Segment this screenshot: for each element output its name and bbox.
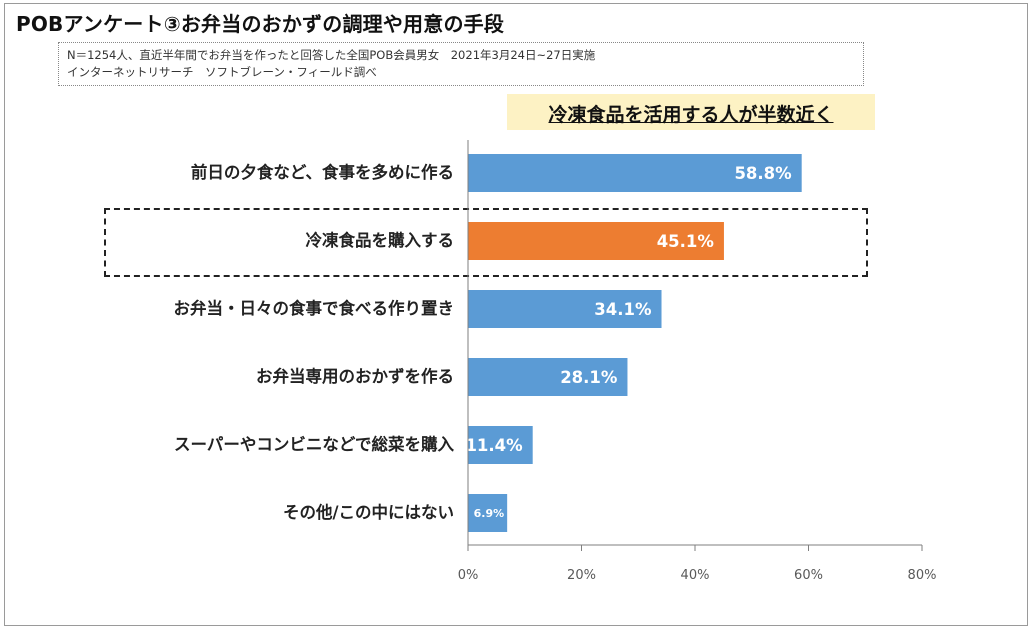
callout-banner: 冷凍食品を活用する人が半数近く — [507, 94, 875, 130]
survey-note-line-2: インターネットリサーチ ソフトブレーン・フィールド調べ — [67, 65, 377, 79]
bar — [468, 290, 662, 328]
x-tick-label: 0% — [458, 568, 479, 583]
bar-value-label: 11.4% — [465, 436, 523, 455]
category-label: 冷凍食品を購入する — [305, 231, 455, 250]
callout-text: 冷凍食品を活用する人が半数近く — [548, 104, 834, 126]
bar-value-label: 6.9% — [474, 507, 505, 520]
bar — [468, 494, 508, 532]
survey-note: N＝1254人、直近半年間でお弁当を作ったと回答した全国POB会員男女 2021… — [58, 42, 864, 86]
category-label: スーパーやコンビニなどで総菜を購入 — [173, 435, 454, 454]
bar — [468, 426, 533, 464]
x-tick-label: 80% — [908, 568, 937, 583]
category-label: お弁当・日々の食事で食べる作り置き — [173, 299, 455, 318]
bar-value-label: 45.1% — [657, 232, 715, 251]
bar — [468, 154, 802, 192]
x-tick-label: 20% — [567, 568, 596, 583]
highlight-box — [104, 208, 868, 277]
category-label: その他/この中にはない — [282, 503, 454, 522]
category-label: 前日の夕食など、食事を多めに作る — [190, 163, 454, 182]
bar-value-label: 58.8% — [734, 164, 792, 183]
category-label: お弁当専用のおかずを作る — [256, 367, 454, 386]
x-tick-label: 60% — [794, 568, 823, 583]
bar — [468, 222, 724, 260]
page-title: POBアンケート③お弁当のおかずの調理や用意の手段 — [16, 12, 505, 36]
survey-note-line-1: N＝1254人、直近半年間でお弁当を作ったと回答した全国POB会員男女 2021… — [67, 48, 596, 62]
bar-value-label: 34.1% — [594, 300, 652, 319]
bar-value-label: 28.1% — [560, 368, 618, 387]
x-tick-label: 40% — [681, 568, 710, 583]
bar — [468, 358, 628, 396]
